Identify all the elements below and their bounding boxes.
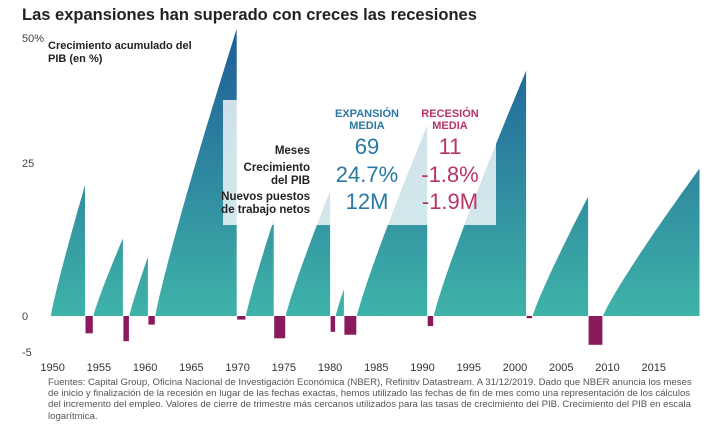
recession-gdp: -1.8%: [421, 162, 479, 187]
expansion-area: [93, 238, 123, 316]
recession-bar: [148, 316, 155, 325]
expansion-area: [245, 220, 274, 316]
expansion-area: [602, 168, 700, 316]
row-label-jobs: Nuevos puestos de trabajo netos: [221, 191, 310, 216]
recession-bar: [274, 316, 286, 339]
x-axis: 1950 1955 1960 1965 1970 1975 1980 1985 1990 1995…: [40, 362, 666, 374]
recession-bar: [344, 316, 357, 335]
row-label-months: Meses: [274, 145, 310, 157]
expansion-gdp: 24.7%: [335, 162, 399, 187]
recession-bar: [123, 316, 129, 342]
expansion-area: [335, 289, 344, 316]
x-tick-label: 2005: [549, 362, 573, 374]
x-tick-label: 1970: [225, 362, 249, 374]
x-tick-label: 1950: [40, 362, 64, 374]
x-tick-label: 1955: [87, 362, 111, 374]
y-tick-label: 50%: [22, 33, 44, 45]
footnote: Fuentes: Capital Group, Oficina Nacional…: [48, 377, 692, 422]
x-tick-label: 1995: [457, 362, 481, 374]
x-tick-label: 1965: [179, 362, 203, 374]
recession-bar: [85, 316, 93, 334]
row-label-gdp: Crecimiento del PIB: [243, 162, 310, 187]
y-tick-label: -5: [22, 347, 32, 359]
expansion-area: [129, 256, 148, 316]
y-tick-label: 25: [22, 158, 34, 170]
summary-table: EXPANSIÓN MEDIA RECESIÓN MEDIA Meses 69 …: [221, 100, 496, 225]
y-axis: 50% 25 0 -5: [22, 33, 44, 359]
y-tick-label: 0: [22, 311, 28, 323]
recession-months: 11: [438, 134, 462, 159]
expansion-months: 69: [354, 134, 380, 159]
x-tick-label: 1975: [272, 362, 296, 374]
recession-bar: [330, 316, 336, 332]
y-axis-label: Crecimiento acumulado del PIB (en %): [48, 40, 192, 65]
recession-header: RECESIÓN MEDIA: [421, 108, 479, 132]
x-tick-label: 2000: [503, 362, 527, 374]
x-tick-label: 2015: [642, 362, 666, 374]
x-tick-label: 2010: [595, 362, 619, 374]
recession-bar: [237, 316, 246, 320]
expansion-header: EXPANSIÓN MEDIA: [335, 108, 399, 132]
expansion-jobs: 12M: [345, 189, 389, 214]
recession-jobs: -1.9M: [421, 189, 479, 214]
x-tick-label: 1960: [133, 362, 157, 374]
expansion-area: [532, 196, 589, 316]
chart-title: Las expansiones han superado con creces …: [22, 6, 477, 24]
expansion-area: [155, 28, 237, 317]
recession-bar: [588, 316, 603, 345]
recession-bar: [526, 316, 533, 319]
recession-bar: [427, 316, 434, 327]
x-tick-label: 1985: [364, 362, 388, 374]
expansion-area: [50, 185, 85, 316]
x-tick-label: 1990: [410, 362, 434, 374]
x-tick-label: 1980: [318, 362, 342, 374]
